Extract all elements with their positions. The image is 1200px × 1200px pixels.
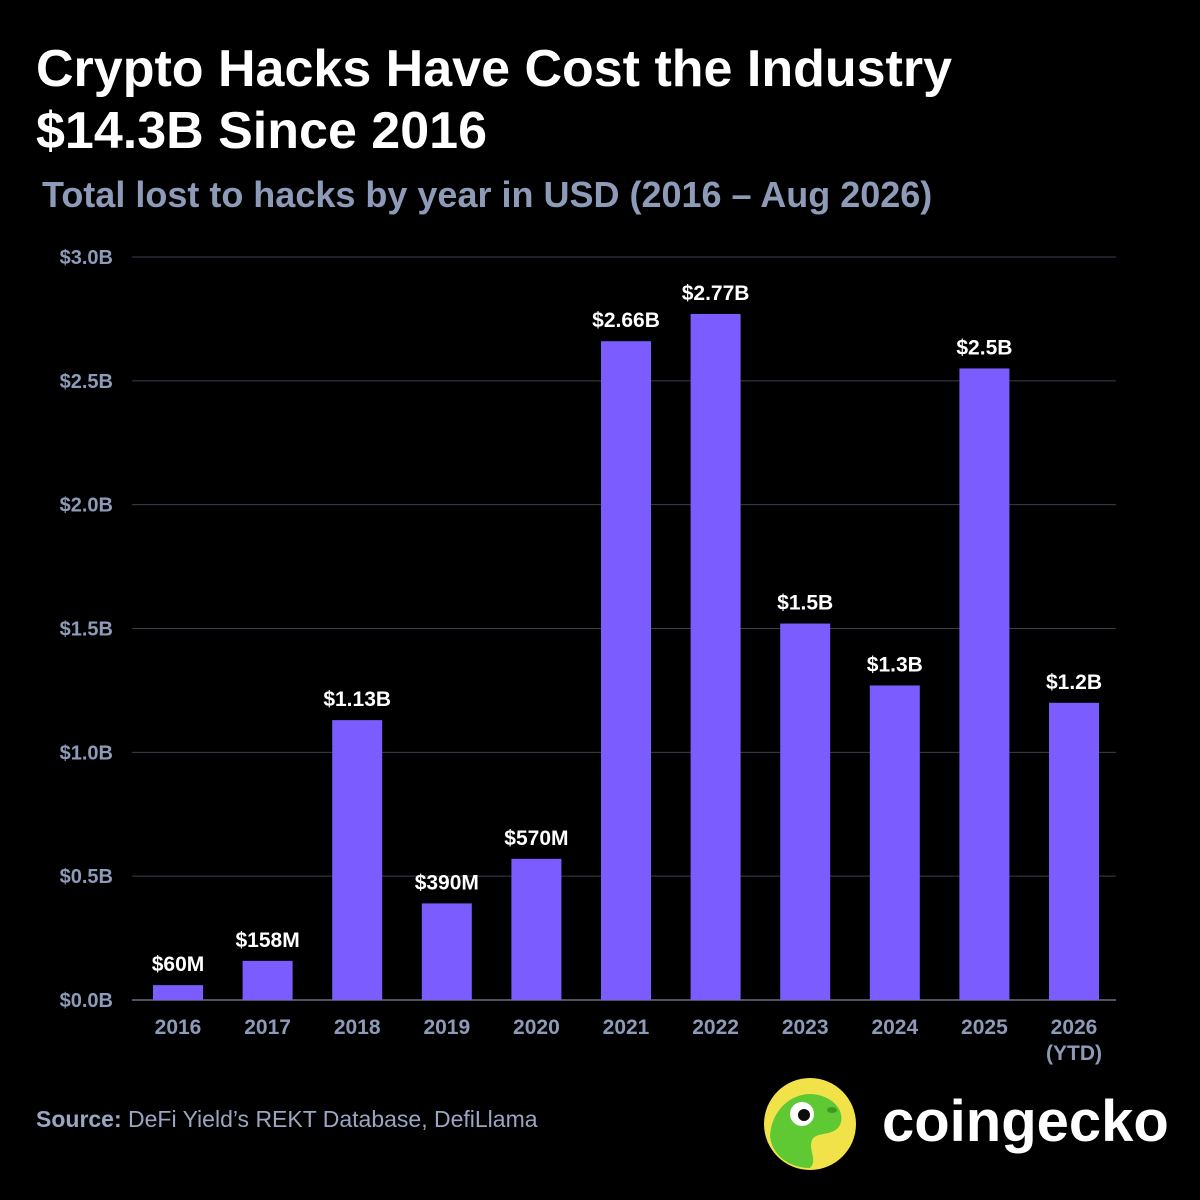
x-tick-label: 2016 [155,1016,202,1039]
x-tick-label: 2018 [334,1016,381,1039]
bar-2024 [869,685,920,1000]
title-line-2: $14.3B Since 2016 [36,102,487,160]
chart-subtitle: Total lost to hacks by year in USD (2016… [42,174,933,215]
x-tick-label: 2023 [782,1016,829,1039]
value-label-2026: $1.2B [1046,671,1102,694]
value-label-2021: $2.66B [592,309,660,332]
y-tick-label: $1.0B [60,742,113,764]
bar-2020 [511,858,562,1000]
value-label-2025: $2.5B [956,336,1012,359]
bar-value-labels: $60M $158M $1.13B $390M $570M $2.66B $2.77B $1.… [152,282,1102,976]
bars [153,313,1099,1000]
bar-2017 [242,960,293,1000]
source-label: Source: [36,1106,122,1132]
chart-title: Crypto Hacks Have Cost the Industry $14.… [36,38,1136,162]
x-tick-label: 2019 [423,1016,470,1039]
value-label-2016: $60M [152,953,205,976]
y-tick-label: $0.0B [60,990,113,1012]
x-tick-label: 2024 [871,1016,918,1039]
y-axis-tick-labels: $0.0B $0.5B $1.0B $1.5B $2.0B $2.5B $3.0B [60,247,113,1012]
title-line-1: Crypto Hacks Have Cost the Industry [36,40,953,98]
x-tick-label: 2022 [692,1016,739,1039]
bar-2019 [421,903,472,1000]
x-tick-label: 2021 [603,1016,650,1039]
value-label-2024: $1.3B [867,653,923,676]
bar-2023 [780,623,831,1000]
x-tick-sublabel: (YTD) [1046,1042,1102,1065]
y-tick-label: $2.0B [60,495,113,517]
bar-2022 [690,313,741,1000]
value-label-2019: $390M [415,871,479,894]
x-axis-tick-labels: 2016 2017 2018 2019 2020 2021 2022 2023 2024 2025… [155,1016,1102,1065]
gecko-logo-icon [764,1078,856,1170]
bar-2025 [959,368,1010,1000]
y-tick-label: $1.5B [60,619,113,641]
source-note: Source: DeFi Yield’s REKT Database, Defi… [36,1106,538,1133]
y-tick-label: $2.5B [60,371,113,393]
value-label-2017: $158M [235,929,299,952]
bar-2018 [332,720,383,1000]
bar-2016 [153,985,203,1000]
y-tick-label: $3.0B [60,247,113,269]
x-tick-label: 2017 [244,1016,291,1039]
value-label-2018: $1.13B [323,688,391,711]
x-tick-label: 2025 [961,1016,1008,1039]
x-tick-label: 2020 [513,1016,560,1039]
bar-2021 [601,341,651,1000]
brand-wordmark: coingecko [882,1089,1169,1154]
value-label-2022: $2.77B [682,282,750,305]
source-text: DeFi Yield’s REKT Database, DefiLlama [121,1106,538,1132]
value-label-2020: $570M [504,827,568,850]
bar-2026 [1049,702,1099,1000]
brand-logo: coingecko [760,1074,1190,1174]
y-tick-label: $0.5B [60,866,113,888]
x-tick-label: 2026 [1051,1016,1098,1039]
value-label-2023: $1.5B [777,592,833,615]
